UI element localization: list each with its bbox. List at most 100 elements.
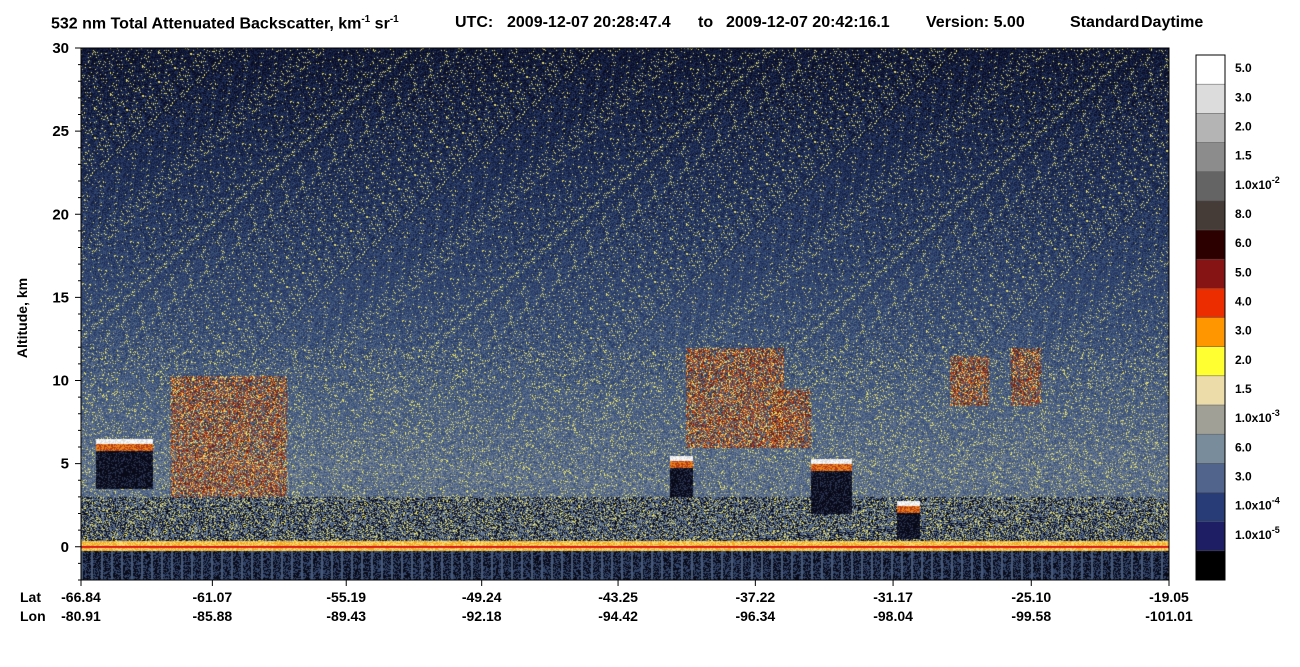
plot-area: [81, 48, 1169, 580]
lat-tick-label: -31.17: [873, 589, 913, 605]
colorbar-label: 6.0: [1235, 236, 1252, 250]
title-mid: sr: [370, 15, 390, 33]
colorbar-swatch: [1196, 200, 1225, 231]
colorbar-label-exponent: -4: [1272, 496, 1280, 506]
lon-tick-label: -80.91: [61, 608, 101, 624]
colorbar-label: 3.0: [1235, 469, 1252, 483]
colorbar-swatch: [1196, 521, 1225, 552]
colorbar-swatch: [1196, 463, 1225, 493]
lat-tick-label: -66.84: [61, 589, 101, 605]
lon-row-label: Lon: [20, 608, 46, 624]
utc-label: UTC:: [455, 14, 494, 31]
y-tick-label: 0: [61, 539, 69, 556]
colorbar-swatch: [1196, 171, 1225, 202]
y-axis-title: Altitude, km: [14, 278, 30, 358]
colorbar-frame: [1195, 54, 1226, 581]
colorbar-label-mantissa: 2.0: [1235, 353, 1252, 367]
lat-tick-label: -19.05: [1149, 589, 1189, 605]
product-label: Standard: [1070, 14, 1140, 31]
lon-tick-label: -92.18: [462, 608, 502, 624]
colorbar-swatch: [1196, 259, 1225, 289]
colorbar-label: 3.0: [1235, 90, 1252, 104]
colorbar-label: 1.0x10-5: [1235, 525, 1280, 542]
y-tick-label: 30: [52, 40, 69, 57]
colorbar-label-mantissa: 1.5: [1235, 149, 1252, 163]
colorbar-label: 5.0: [1235, 61, 1252, 75]
lon-tick-label: -96.34: [735, 608, 775, 624]
title-main: 532 nm Total Attenuated Backscatter, km-…: [51, 14, 399, 33]
colorbar-swatch: [1196, 317, 1225, 348]
lat-tick-label: -43.25: [598, 589, 638, 605]
y-axis: 0 5 10 15 20 25 30: [52, 40, 81, 581]
version-label: Version: 5.00: [926, 14, 1025, 31]
lat-row-label: Lat: [20, 589, 41, 605]
colorbar-label-mantissa: 1.0x10: [1235, 528, 1272, 542]
colorbar-label: 2.0: [1235, 353, 1252, 367]
mode-label: Daytime: [1141, 14, 1204, 31]
lon-tick-label: -89.43: [326, 608, 366, 624]
colorbar-label-mantissa: 6.0: [1235, 440, 1252, 454]
colorbar-label-mantissa: 4.0: [1235, 294, 1252, 308]
lat-tick-label: -49.24: [462, 589, 502, 605]
colorbar-label: 1.0x10-3: [1235, 408, 1280, 425]
chart-title: 532 nm Total Attenuated Backscatter, km-…: [0, 0, 1300, 36]
colorbar-swatch: [1196, 55, 1225, 85]
colorbar-label: 5.0: [1235, 265, 1252, 279]
lon-tick-label: -101.01: [1145, 608, 1193, 624]
colorbar-label-mantissa: 6.0: [1235, 236, 1252, 250]
colorbar-label: 3.0: [1235, 324, 1252, 338]
y-tick-label: 15: [52, 289, 69, 306]
colorbar-label-mantissa: 8.0: [1235, 207, 1252, 221]
colorbar-label-mantissa: 1.0x10: [1235, 411, 1272, 425]
colorbar-swatch: [1196, 405, 1225, 435]
colorbar-label-mantissa: 2.0: [1235, 119, 1252, 133]
backscatter-heatmap: [81, 48, 1169, 580]
end-time: 2009-12-07 20:42:16.1: [726, 14, 890, 31]
lat-tick-label: -55.19: [326, 589, 366, 605]
colorbar-label: 1.0x10-4: [1235, 496, 1280, 513]
lon-tick-label: -94.42: [598, 608, 638, 624]
colorbar-label-mantissa: 5.0: [1235, 265, 1252, 279]
colorbar-label: 8.0: [1235, 207, 1252, 221]
title-sup2: -1: [389, 14, 399, 25]
colorbar-swatch: [1196, 142, 1225, 173]
lat-tick-label: -61.07: [193, 589, 233, 605]
lat-tick-label: -25.10: [1011, 589, 1051, 605]
y-tick-label: 25: [52, 123, 69, 140]
to-label: to: [698, 14, 714, 31]
lon-tick-label: -85.88: [193, 608, 233, 624]
colorbar-swatch: [1196, 550, 1225, 581]
colorbar-label-mantissa: 1.0x10: [1235, 178, 1272, 192]
colorbar-label: 6.0: [1235, 440, 1252, 454]
y-tick-label: 20: [52, 206, 69, 223]
y-tick-label: 10: [52, 373, 69, 390]
title-sup1: -1: [361, 14, 371, 25]
colorbar-label-mantissa: 3.0: [1235, 324, 1252, 338]
lat-tick-label: -37.22: [735, 589, 775, 605]
lon-tick-label: -98.04: [873, 608, 913, 624]
colorbar-label: 1.0x10-2: [1235, 175, 1280, 192]
colorbar-label-mantissa: 3.0: [1235, 469, 1252, 483]
colorbar-label-exponent: -3: [1272, 408, 1280, 418]
colorbar-label: 4.0: [1235, 294, 1252, 308]
colorbar-swatch: [1196, 375, 1225, 406]
colorbar-label: 2.0: [1235, 119, 1252, 133]
colorbar-label-mantissa: 3.0: [1235, 90, 1252, 104]
y-tick-label: 5: [61, 456, 69, 473]
colorbar-swatch: [1196, 492, 1225, 523]
colorbar-label-mantissa: 5.0: [1235, 61, 1252, 75]
colorbar-swatch: [1196, 346, 1225, 377]
colorbar-swatch: [1196, 84, 1225, 114]
colorbar-label-exponent: -5: [1272, 525, 1280, 535]
colorbar-label-exponent: -2: [1272, 175, 1280, 185]
colorbar: 5.03.02.01.51.0x10-28.06.05.04.03.02.01.…: [1195, 54, 1280, 581]
title-prefix: 532 nm Total Attenuated Backscatter, km: [51, 15, 362, 33]
colorbar-label: 1.5: [1235, 149, 1252, 163]
lon-tick-label: -99.58: [1011, 608, 1051, 624]
colorbar-swatch: [1196, 113, 1225, 143]
colorbar-swatch: [1196, 230, 1225, 260]
colorbar-label: 1.5: [1235, 382, 1252, 396]
x-axis: Lat Lon -66.84 -80.91 -61.07 -85.88 -55.19 -89.…: [20, 580, 1193, 624]
start-time: 2009-12-07 20:28:47.4: [507, 14, 671, 31]
